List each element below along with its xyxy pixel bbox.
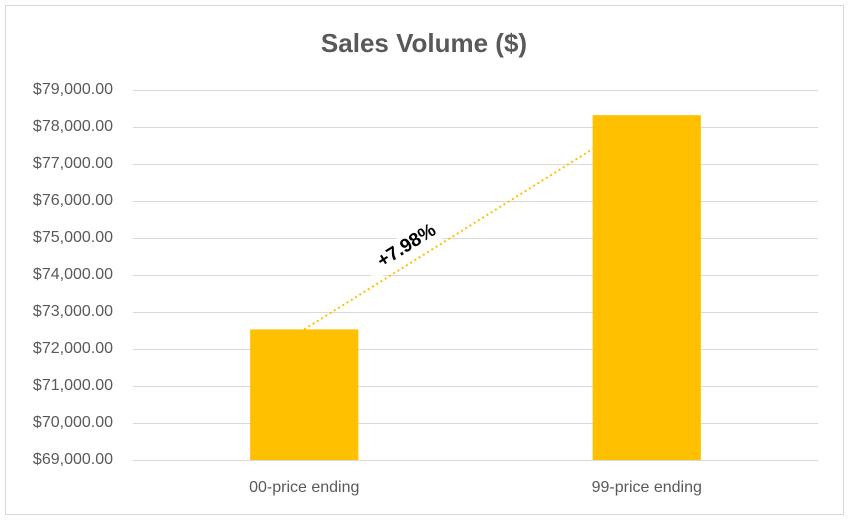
bar [592, 115, 701, 460]
y-tick-label: $77,000.00 [33, 155, 113, 172]
x-tick-label: 99-price ending [592, 479, 702, 496]
y-tick-label: $70,000.00 [33, 414, 113, 431]
y-tick-label: $78,000.00 [33, 118, 113, 135]
y-tick-label: $73,000.00 [33, 303, 113, 320]
chart-border [5, 5, 844, 515]
annotation-background [361, 211, 453, 281]
x-tick-label: 00-price ending [249, 479, 359, 496]
y-tick-label: $72,000.00 [33, 340, 113, 357]
y-tick-label: $75,000.00 [33, 229, 113, 246]
y-tick-label: $71,000.00 [33, 377, 113, 394]
chart-title: Sales Volume ($) [321, 28, 527, 58]
y-tick-label: $69,000.00 [33, 451, 113, 468]
bar [250, 329, 359, 460]
y-tick-label: $76,000.00 [33, 192, 113, 209]
trend-line [303, 114, 648, 331]
y-tick-label: $79,000.00 [33, 81, 113, 98]
y-tick-label: $74,000.00 [33, 266, 113, 283]
